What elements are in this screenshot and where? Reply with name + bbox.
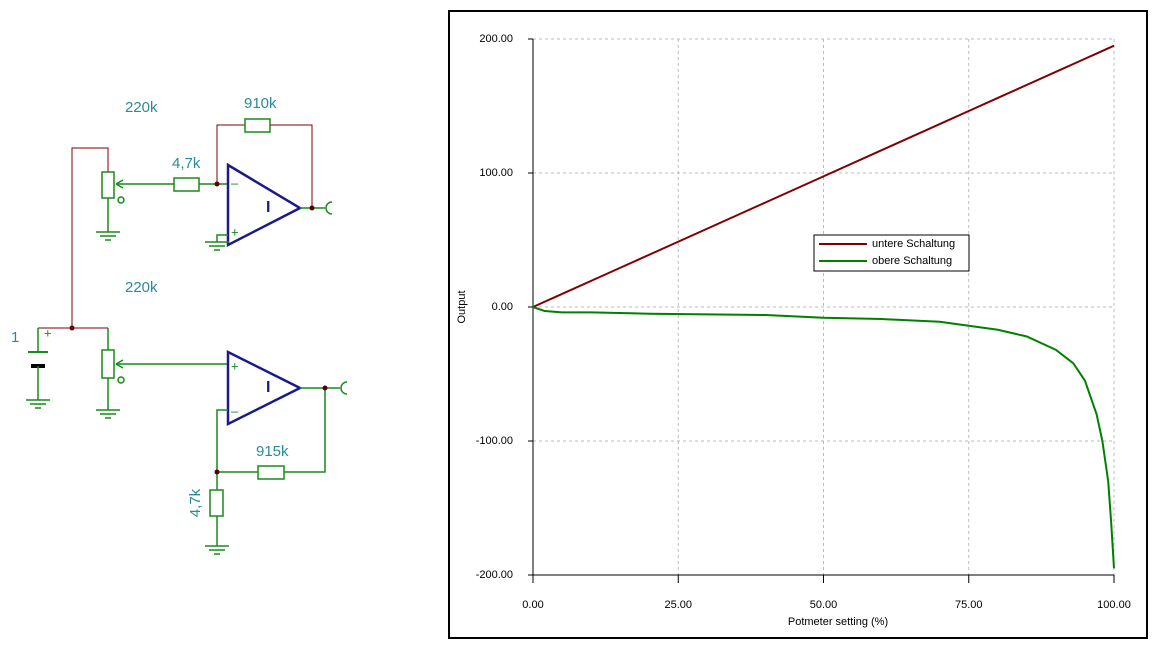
x-tick-label: 50.00 <box>810 599 838 611</box>
label: 220k <box>125 99 158 116</box>
y-tick-label: 200.00 <box>479 33 513 45</box>
chart-frame <box>448 10 1148 639</box>
resistor <box>209 489 224 517</box>
resistor <box>173 177 200 192</box>
opamp <box>226 349 303 427</box>
output-terminal <box>340 381 348 395</box>
wire <box>216 234 228 242</box>
ground <box>96 231 120 241</box>
wiper-arrow <box>115 359 124 369</box>
wire <box>216 124 245 184</box>
ground <box>96 409 120 419</box>
y-tick-label: 0.00 <box>492 301 513 313</box>
series-line <box>532 44 1115 308</box>
opamp-symbol: I <box>266 199 270 216</box>
node <box>214 469 220 475</box>
legend-label: untere Schaltung <box>872 238 955 250</box>
y-axis-label: Output <box>456 290 468 323</box>
polarity: + <box>44 325 52 340</box>
ground <box>205 545 229 555</box>
resistor <box>257 465 285 480</box>
potentiometer <box>101 171 115 199</box>
x-tick-label: 0.00 <box>522 599 543 611</box>
node <box>214 181 220 187</box>
circuit: 220k 910k 4,7k 220k 1 + 915k 4,7k – + I … <box>11 95 348 555</box>
opamp-input: + <box>231 358 239 373</box>
pot-terminal <box>117 376 125 384</box>
label: 220k <box>125 279 158 296</box>
opamp-symbol: I <box>266 379 270 396</box>
x-tick-label: 100.00 <box>1097 599 1131 611</box>
wire <box>270 124 313 208</box>
wiper-arrow <box>115 179 124 189</box>
pot-terminal <box>117 196 125 204</box>
wire <box>284 388 326 473</box>
y-tick-label: -100.00 <box>476 435 513 447</box>
opamp-input: – <box>231 403 239 418</box>
node <box>322 385 328 391</box>
output-terminal <box>325 201 333 215</box>
legend-label: obere Schaltung <box>872 255 952 267</box>
potentiometer <box>101 349 115 379</box>
label: 4,7k <box>187 488 204 517</box>
y-tick-label: -200.00 <box>476 569 513 581</box>
opamp <box>226 162 303 248</box>
ground <box>205 241 229 251</box>
ground <box>26 399 50 409</box>
node <box>309 205 315 211</box>
chart: Potmeter setting (%) Output -200.00 -100.… <box>448 10 1148 639</box>
wire <box>216 409 258 473</box>
y-tick-label: 100.00 <box>479 167 513 179</box>
label: 4,7k <box>172 155 201 172</box>
label: 910k <box>244 95 277 112</box>
label: 1 <box>11 329 19 346</box>
opamp-input: + <box>231 224 239 239</box>
resistor <box>244 118 271 133</box>
wire <box>71 147 109 328</box>
x-axis-label: Potmeter setting (%) <box>788 616 888 628</box>
label: 915k <box>256 443 289 460</box>
series-line <box>532 306 1115 569</box>
legend-box <box>813 234 970 272</box>
x-tick-label: 75.00 <box>955 599 983 611</box>
opamp-input: – <box>231 175 239 190</box>
x-tick-label: 25.00 <box>664 599 692 611</box>
